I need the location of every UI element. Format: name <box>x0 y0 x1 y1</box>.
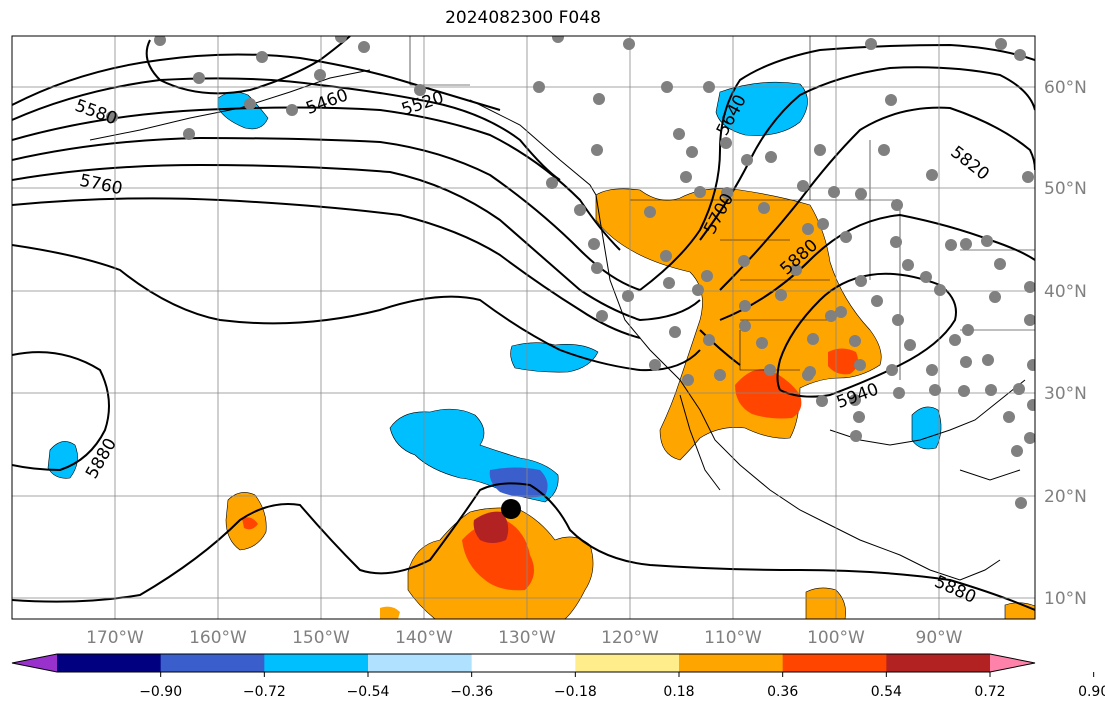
map-title: 2024082300 F048 <box>445 8 601 28</box>
storm-center-marker <box>501 499 521 519</box>
colorbar-tick-label: −0.18 <box>554 684 597 700</box>
lon-label: 150°W <box>292 628 350 648</box>
graticule <box>12 36 1035 619</box>
lon-label: 120°W <box>601 628 659 648</box>
colorbar-tick-label: 0.54 <box>871 684 902 700</box>
lon-label: 100°W <box>807 628 865 648</box>
lat-label: 50°N <box>1044 179 1087 199</box>
colorbar-segment <box>471 654 576 672</box>
colorbar-tick-label: −0.90 <box>139 684 182 700</box>
colorbar-segment <box>575 654 680 672</box>
colorbar-segment <box>160 654 265 672</box>
coastlines <box>89 69 1026 581</box>
lat-label: 10°N <box>1044 589 1087 609</box>
lat-axis-labels: 60°N 50°N 40°N 30°N 20°N 10°N <box>1044 78 1087 609</box>
colorbar-tick-label: −0.54 <box>347 684 390 700</box>
lon-label: 110°W <box>704 628 762 648</box>
lat-label: 30°N <box>1044 384 1087 404</box>
colorbar-tick-label: 0.18 <box>663 684 694 700</box>
colorbar-tick-label: −0.72 <box>243 684 286 700</box>
lon-label: 140°W <box>395 628 453 648</box>
colorbar-segment <box>782 654 887 672</box>
colorbar-outline <box>11 653 1036 673</box>
colorbar-tick-label: 0.90 <box>1078 684 1105 700</box>
state-borders <box>409 36 1035 380</box>
lat-label: 40°N <box>1044 282 1087 302</box>
colorbar-segment <box>679 654 784 672</box>
lon-label: 170°W <box>86 628 144 648</box>
lon-label: 160°W <box>189 628 247 648</box>
colorbar: −0.90 −0.72 −0.54 −0.36 −0.18 0.18 0.36 0.54 0.7… <box>11 653 1105 700</box>
lon-label: 130°W <box>498 628 556 648</box>
colorbar-extend-high <box>990 654 1035 672</box>
colorbar-tick-label: −0.36 <box>450 684 493 700</box>
colorbar-segment <box>57 654 162 672</box>
colorbar-segment <box>886 654 991 672</box>
station-markers <box>106 36 1035 509</box>
colorbar-segment <box>264 654 369 672</box>
lon-axis-labels: 170°W 160°W 150°W 140°W 130°W 120°W 110°… <box>86 628 963 648</box>
colorbar-segment <box>368 654 473 672</box>
colorbar-tick-label: 0.72 <box>974 684 1005 700</box>
lat-label: 20°N <box>1044 487 1087 507</box>
lon-label: 90°W <box>916 628 963 648</box>
map-frame <box>11 35 1036 620</box>
lat-label: 60°N <box>1044 78 1087 98</box>
colorbar-tick-label: 0.36 <box>767 684 798 700</box>
colorbar-extend-low <box>12 654 57 672</box>
